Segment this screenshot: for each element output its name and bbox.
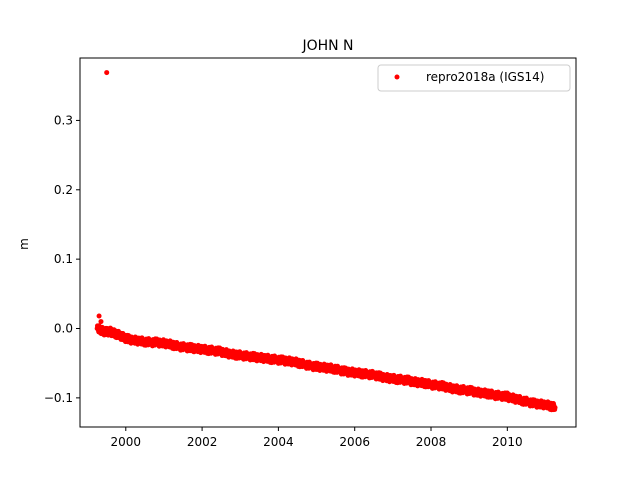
x-tick-label: 2010 (492, 435, 523, 449)
y-axis-label: m (17, 238, 31, 250)
legend: repro2018a (IGS14) (377, 64, 571, 92)
y-axis-label-group: m (17, 238, 31, 250)
y-tick-label: 0.0 (54, 322, 73, 336)
x-tick-label: 2002 (187, 435, 218, 449)
x-tick-label: 2006 (339, 435, 370, 449)
y-tick-label: 0.2 (54, 183, 73, 197)
x-tick-label: 2008 (416, 435, 447, 449)
data-points (94, 70, 558, 413)
y-tick-label: 0.3 (54, 113, 73, 127)
data-point (104, 70, 110, 76)
legend-label: repro2018a (IGS14) (426, 70, 544, 84)
data-point (96, 313, 102, 319)
axis-ticks: 2000 2002 2004 2006 2008 2010 −0.1 0.0 0.1 0.2 0.3 (44, 113, 523, 449)
y-tick-label: −0.1 (44, 391, 73, 405)
data-point (98, 319, 104, 325)
plot-frame (79, 57, 577, 428)
legend-box (377, 64, 571, 92)
x-tick-label: 2000 (111, 435, 142, 449)
y-tick-label: 0.1 (54, 252, 73, 266)
chart-title: JOHN N (301, 38, 353, 54)
legend-marker (394, 74, 400, 80)
x-tick-label: 2004 (263, 435, 294, 449)
data-point (552, 407, 558, 413)
